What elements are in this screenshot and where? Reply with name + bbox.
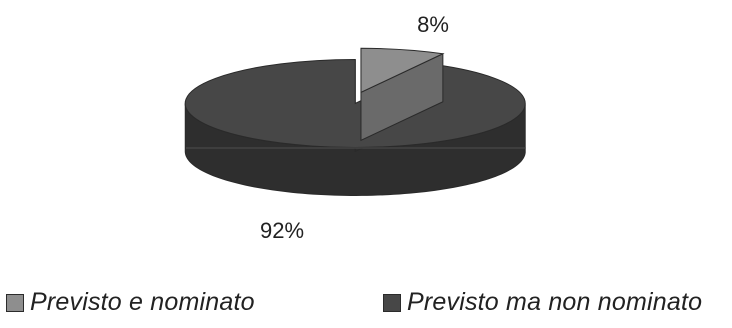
legend-label: Previsto ma non nominato: [407, 288, 703, 316]
data-label-slice-0: 8%: [417, 12, 449, 37]
legend-item-previsto-ma-non-nominato: Previsto ma non nominato: [383, 288, 702, 317]
legend-swatch-previsto-ma-non-nominato: [383, 293, 401, 312]
pie-slice-0: [360, 47, 445, 142]
legend-label: Previsto e nominato: [30, 288, 255, 316]
legend: Previsto e nominato Previsto ma non nomi…: [0, 288, 732, 324]
slices-layer: [184, 47, 526, 196]
pie-slice-1: [184, 58, 526, 196]
data-labels-layer: 8% 92%: [260, 12, 449, 243]
pie-slice-0-top: [360, 47, 445, 94]
data-label-slice-1: 92%: [260, 218, 304, 243]
pie-slice-1-top: [184, 58, 526, 148]
legend-item-previsto-e-nominato: Previsto e nominato: [6, 288, 255, 317]
pie-chart-svg: 8% 92%: [184, 12, 526, 243]
legend-swatch-previsto-e-nominato: [6, 293, 24, 312]
